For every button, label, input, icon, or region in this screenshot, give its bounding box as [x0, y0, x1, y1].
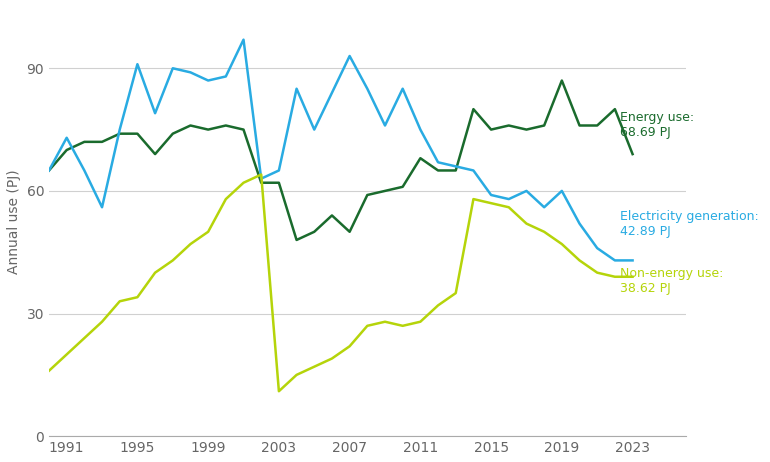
Text: Electricity generation:
42.89 PJ: Electricity generation: 42.89 PJ	[620, 210, 759, 237]
Text: Energy use:
68.69 PJ: Energy use: 68.69 PJ	[620, 111, 695, 140]
Y-axis label: Annual use (PJ): Annual use (PJ)	[7, 169, 21, 274]
Text: Non-energy use:
38.62 PJ: Non-energy use: 38.62 PJ	[620, 267, 724, 295]
